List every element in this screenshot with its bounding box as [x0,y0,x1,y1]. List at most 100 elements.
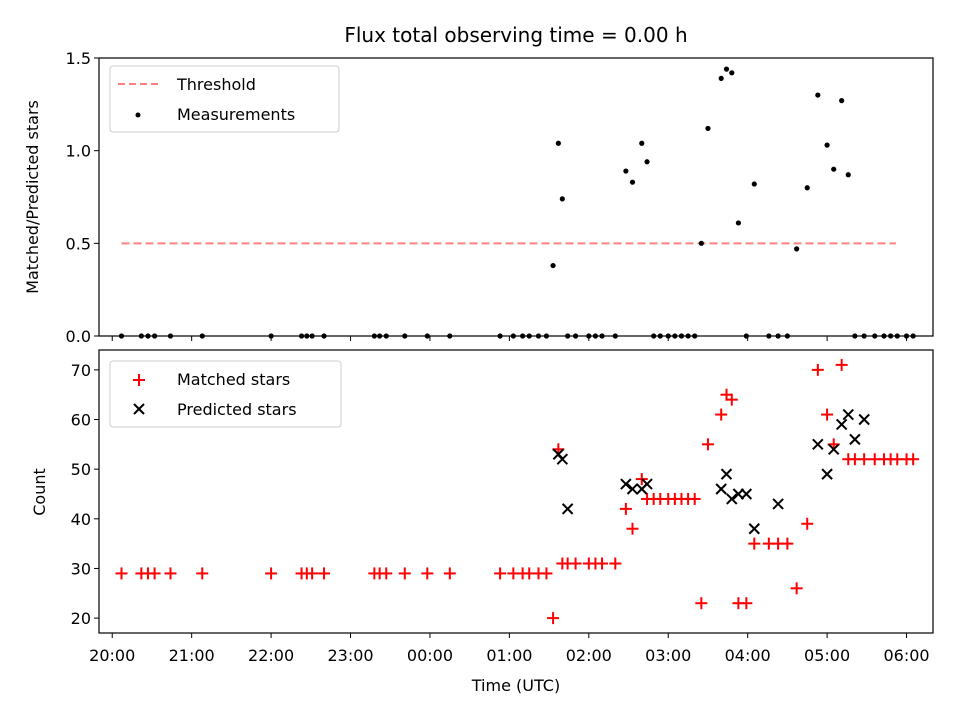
predicted-star-point [556,453,569,465]
measurement-point [672,333,678,339]
measurement-point [692,333,698,339]
measurement-point [639,140,645,146]
measurement-point [861,333,867,339]
chart-title: Flux total observing time = 0.00 h [344,23,687,47]
measurement-point [268,333,274,339]
x-axis-label: Time (UTC) [471,676,560,695]
measurement-point [145,333,151,339]
measurement-point [881,333,887,339]
measurement-point [698,240,704,246]
measurement-point [565,333,571,339]
bottom-legend: Matched stars Predicted stars [109,360,342,428]
matched-star-point [907,453,920,466]
x-tick-label: 02:00 [566,646,612,665]
measurement-point [784,333,790,339]
measurement-point [729,70,735,76]
measurement-point [138,333,144,339]
x-tick-label: 23:00 [327,646,373,665]
bottom-plot-frame [98,349,934,634]
predicted-star-point [858,413,870,426]
predicted-star-point [641,478,653,490]
measurement-point [775,333,781,339]
matched-star-point [635,473,648,486]
top-y-tick-label: 0.5 [66,234,91,253]
predicted-star-point [835,418,848,431]
legend-predicted-label: Predicted stars [177,400,297,419]
measurement-point [751,181,757,187]
top-panel: Matched/Predicted stars 0.0 0.5 1.0 1.5 Thr… [23,49,934,346]
measurement-point [304,333,310,339]
measurement-point [910,333,916,339]
matched-star-point [596,557,609,570]
matched-star-point [398,567,411,580]
top-y-tick-label: 1.0 [66,142,91,161]
measurement-point [377,333,383,339]
predicted-star-point [740,488,753,500]
matched-star-point [725,393,738,406]
bottom-panel: Count Time (UTC) 20 30 40 50 60 70 20:00 21:00… [30,349,934,695]
matched-star-point [421,567,434,580]
legend-threshold-label: Threshold [176,75,256,94]
measurement-point [497,333,503,339]
matched-star-point [790,582,803,595]
measurement-point [705,125,711,132]
measurement-point [743,333,749,339]
measurement-points [118,66,916,339]
matched-star-point [148,567,161,580]
measurement-point [794,246,800,252]
measurement-point [298,333,305,339]
measurement-point [894,333,900,339]
measurement-point [447,333,453,339]
matched-star-point [115,567,128,580]
matched-star-point [858,453,871,466]
matched-star-point [306,567,319,580]
bottom-y-tick-label: 60 [71,411,91,430]
predicted-star-point [842,408,854,421]
measurement-point [644,159,650,165]
predicted-star-point [748,523,760,535]
x-tick-label: 04:00 [725,646,771,665]
measurement-point [309,333,315,339]
measurement-point [510,333,516,339]
matched-star-point [265,567,278,580]
top-legend: Threshold Measurements [109,65,340,133]
predicted-stars-points [552,408,870,535]
measurement-point [559,196,565,202]
measurement-point [872,333,878,339]
measurement-point [804,185,810,191]
measurement-point [623,168,629,174]
measurement-point [852,333,858,339]
matched-star-point [540,567,553,580]
predicted-star-point [821,468,833,480]
matched-star-point [821,408,834,421]
measurement-point [520,333,526,339]
bottom-x-ticks: 20:00 21:00 22:00 23:00 00:00 01:00 02:00 03:00… [89,633,930,665]
bottom-legend-box [109,360,342,428]
bottom-y-tick-label: 40 [71,510,91,529]
x-tick-label: 05:00 [804,646,850,665]
measurement-point [831,166,837,172]
matched-star-point [494,567,507,580]
top-y-tick-label: 0.0 [66,327,91,346]
predicted-star-point [561,503,574,515]
measurement-point [657,333,663,339]
matched-star-point [748,537,761,550]
matched-star-point [443,567,456,580]
measurement-point [383,333,389,339]
measurement-point [651,333,657,339]
measurement-point [592,333,599,339]
predicted-star-point [849,433,861,446]
top-y-ticks: 0.0 0.5 1.0 1.5 [66,49,99,346]
measurement-point [665,333,671,339]
matched-star-point [715,408,728,421]
measurement-point [718,75,724,81]
matched-star-point [547,612,560,625]
matched-star-point [740,597,753,610]
bottom-y-tick-label: 20 [71,609,91,628]
measurement-point [612,333,618,339]
matched-star-point [569,557,582,570]
measurement-point [535,333,542,339]
predicted-star-point [620,478,632,490]
matched-star-point [695,597,708,610]
measurement-point [152,333,158,339]
